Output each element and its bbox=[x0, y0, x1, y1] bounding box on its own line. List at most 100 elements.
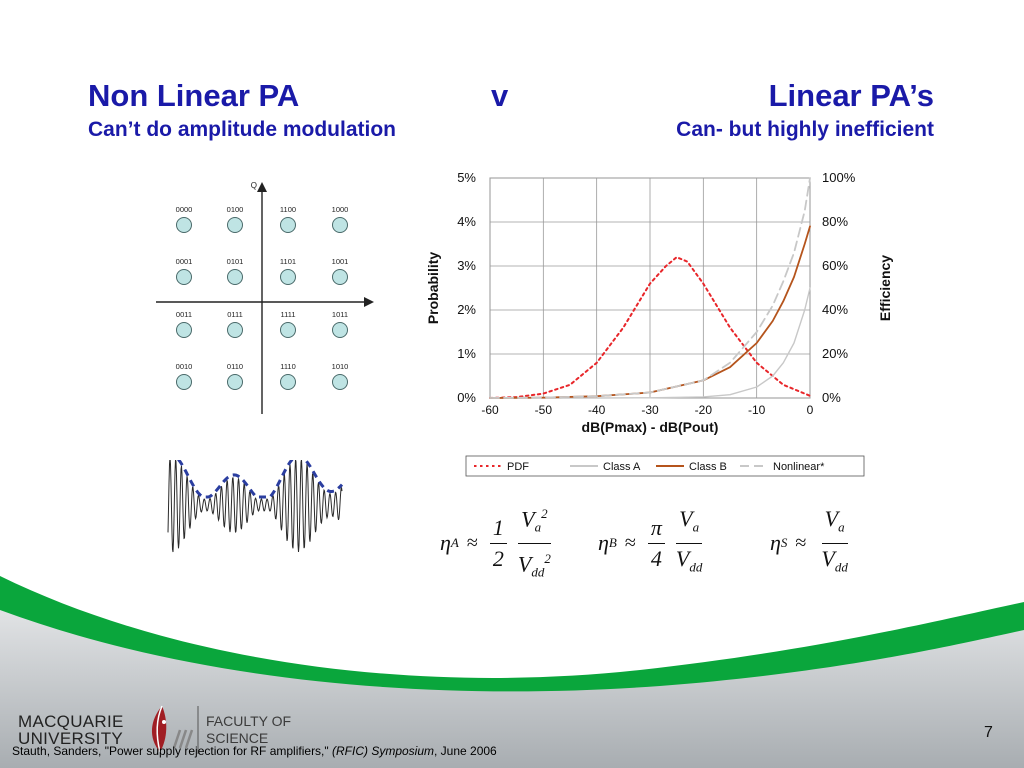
approx-sign: ≈ bbox=[795, 531, 807, 554]
x-tick-label: -50 bbox=[535, 403, 553, 417]
subtitle-nonlinear: Can’t do amplitude modulation bbox=[88, 118, 396, 141]
constellation-point bbox=[227, 322, 243, 338]
constellation-label: 0011 bbox=[176, 310, 192, 319]
constellation-label: 1011 bbox=[332, 310, 348, 319]
y-left-tick-label: 0% bbox=[457, 390, 476, 405]
amplitude-envelope bbox=[176, 460, 344, 499]
constellation-label: 1101 bbox=[280, 257, 296, 266]
fraction-constant: 1 2 bbox=[489, 513, 507, 574]
fraction-denominator: 4 bbox=[650, 545, 662, 571]
legend-label: Nonlinear* bbox=[773, 461, 825, 473]
legend-label: Class B bbox=[689, 461, 727, 473]
x-tick-label: -30 bbox=[641, 403, 659, 417]
constellation-point bbox=[176, 322, 192, 338]
x-tick-label: -20 bbox=[695, 403, 713, 417]
approx-sign: ≈ bbox=[624, 531, 636, 554]
eta-subscript: B bbox=[608, 535, 617, 550]
am-waveform-illustration bbox=[167, 460, 344, 553]
constellation-point bbox=[227, 269, 243, 285]
subtitle-linear: Can- but highly inefficient bbox=[676, 118, 934, 141]
series-line-nonlinear- bbox=[489, 177, 811, 399]
fraction-constant: π 4 bbox=[647, 513, 665, 574]
wave-gray-band bbox=[0, 610, 1024, 768]
university-name: MACQUARIE UNIVERSITY bbox=[18, 712, 124, 748]
y-left-tick-label: 4% bbox=[457, 214, 476, 229]
fraction-numerator: Va bbox=[821, 504, 848, 544]
constellation-label: 1110 bbox=[280, 362, 296, 371]
y-right-tick-label: 80% bbox=[822, 214, 848, 229]
y-left-tick-label: 5% bbox=[457, 170, 476, 185]
q-axis-label: Q bbox=[251, 181, 257, 190]
eta-symbol: η bbox=[598, 530, 609, 555]
fraction-numerator: Va2 bbox=[518, 499, 551, 544]
y-right-axis-title: Efficiency bbox=[877, 255, 893, 321]
title-versus: v bbox=[491, 78, 509, 113]
x-tick-label: 0 bbox=[807, 403, 814, 417]
constellation-point bbox=[332, 269, 348, 285]
x-tick-label: -40 bbox=[588, 403, 606, 417]
x-tick-label: -60 bbox=[481, 403, 499, 417]
constellation-point bbox=[176, 269, 192, 285]
title-row: Non Linear PA v Linear PA’s bbox=[88, 78, 934, 114]
constellation-label: 0101 bbox=[227, 257, 244, 266]
fraction-numerator: 1 bbox=[489, 513, 507, 544]
constellation-label: 1111 bbox=[280, 310, 295, 319]
constellation-label: 1010 bbox=[332, 362, 349, 371]
y-right-tick-label: 0% bbox=[822, 390, 841, 405]
constellation-point bbox=[280, 269, 296, 285]
y-left-tick-label: 2% bbox=[457, 302, 476, 317]
constellation-label: 0010 bbox=[176, 362, 193, 371]
y-left-axis-title: Probability bbox=[425, 252, 441, 325]
macquarie-logo: MACQUARIE UNIVERSITY FACULTY OF SCIENCE bbox=[14, 700, 304, 760]
university-crest-icon bbox=[151, 705, 199, 754]
y-right-tick-label: 60% bbox=[822, 258, 848, 273]
constellation-label: 0001 bbox=[176, 257, 193, 266]
constellation-label: 1001 bbox=[332, 257, 349, 266]
series-line-class-a bbox=[489, 287, 811, 399]
constellation-point bbox=[280, 374, 296, 390]
fraction-denominator: Vdd bbox=[675, 545, 703, 574]
constellation-point bbox=[332, 217, 348, 233]
q-axis-arrow bbox=[257, 182, 267, 192]
legend-label: PDF bbox=[507, 461, 529, 473]
y-right-tick-label: 100% bbox=[822, 170, 856, 185]
constellation-label: 1000 bbox=[332, 205, 349, 214]
citation-venue: (RFIC) Symposium bbox=[332, 744, 435, 758]
y-right-tick-label: 20% bbox=[822, 346, 848, 361]
x-tick-label: -10 bbox=[748, 403, 766, 417]
constellation-point bbox=[176, 217, 192, 233]
fraction-numerator: π bbox=[647, 513, 665, 544]
fraction-voltage: Va Vdd bbox=[673, 504, 705, 582]
constellation-point bbox=[227, 374, 243, 390]
subtitle-row: Can’t do amplitude modulation Can- but h… bbox=[88, 118, 934, 144]
fraction-denominator: Vdd bbox=[821, 545, 848, 574]
y-right-tick-label: 40% bbox=[822, 302, 848, 317]
background-wave bbox=[0, 576, 1024, 768]
y-left-tick-label: 1% bbox=[457, 346, 476, 361]
fraction-voltage: Va2 Vdd2 bbox=[515, 499, 554, 587]
page-number: 7 bbox=[984, 724, 993, 741]
constellation-point bbox=[332, 322, 348, 338]
title-linear: Linear PA’s bbox=[768, 78, 934, 113]
y-left-tick-label: 3% bbox=[457, 258, 476, 273]
pa-efficiency-chart: -60 -50 -40 -30 -20 -10 0 0% 1% 2% 3% 4% 5% 0% 20% 40% 6… bbox=[425, 170, 893, 477]
constellation-label: 0111 bbox=[227, 310, 243, 319]
eta-subscript: S bbox=[780, 535, 788, 550]
legend-label: Class A bbox=[603, 461, 641, 473]
fraction-denominator: Vdd2 bbox=[517, 550, 551, 580]
constellation-point bbox=[176, 374, 192, 390]
constellation-label: 1100 bbox=[280, 205, 296, 214]
constellation-point bbox=[227, 217, 243, 233]
eta-symbol: η bbox=[770, 530, 781, 555]
constellation-label: 0000 bbox=[176, 205, 193, 214]
i-axis-arrow bbox=[364, 297, 374, 307]
x-axis-title: dB(Pmax) - dB(Pout) bbox=[582, 419, 719, 435]
qam-constellation-diagram: Q 0000 0100 1100 1000 0001 0101 1101 1001 0011 011… bbox=[156, 181, 374, 414]
chart-legend: PDF Class A Class B Nonlinear* bbox=[465, 455, 865, 477]
constellation-point bbox=[280, 217, 296, 233]
constellation-point bbox=[280, 322, 296, 338]
approx-sign: ≈ bbox=[466, 531, 478, 554]
